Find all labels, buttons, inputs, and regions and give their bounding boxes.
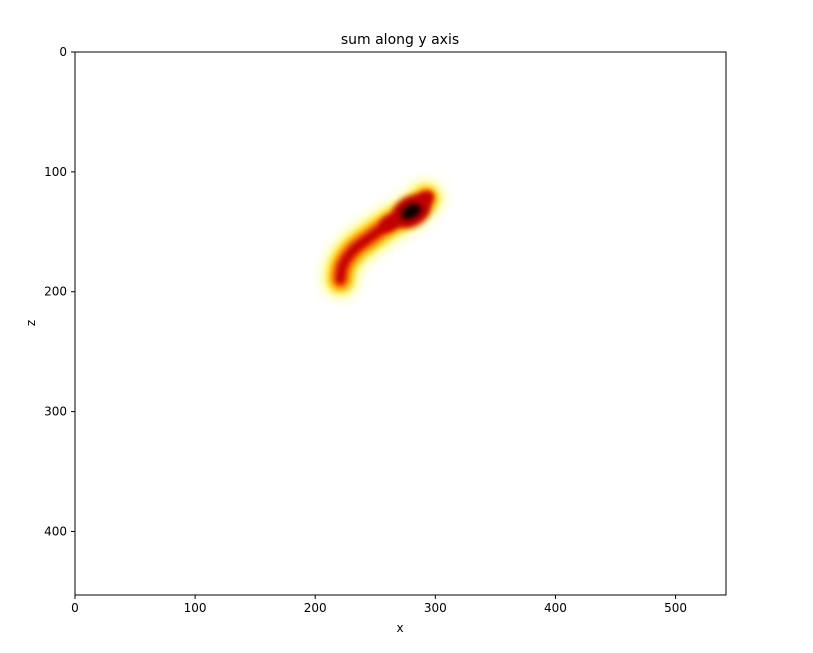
plot-background bbox=[75, 52, 726, 595]
y-tick-label: 400 bbox=[44, 524, 67, 538]
heatmap-image bbox=[323, 181, 443, 297]
y-tick-label: 0 bbox=[59, 45, 67, 59]
y-axis-label: z bbox=[24, 320, 38, 326]
x-tick-label: 0 bbox=[71, 601, 79, 615]
x-tick-label: 200 bbox=[304, 601, 327, 615]
x-tick-label: 300 bbox=[424, 601, 447, 615]
x-tick-label: 500 bbox=[664, 601, 687, 615]
y-tick-label: 200 bbox=[44, 285, 67, 299]
chart-title: sum along y axis bbox=[341, 32, 459, 48]
x-tick-label: 100 bbox=[184, 601, 207, 615]
heatmap-hotspot bbox=[417, 191, 434, 205]
x-axis: 0 100 200 300 400 500 bbox=[71, 595, 687, 615]
x-axis-label: x bbox=[396, 621, 403, 635]
y-tick-label: 300 bbox=[44, 405, 67, 419]
x-tick-label: 400 bbox=[544, 601, 567, 615]
plot-frame bbox=[74, 51, 727, 596]
heatmap-peak-core bbox=[404, 206, 418, 217]
y-axis: 0 100 200 300 400 bbox=[44, 45, 75, 538]
y-tick-label: 100 bbox=[44, 165, 67, 179]
